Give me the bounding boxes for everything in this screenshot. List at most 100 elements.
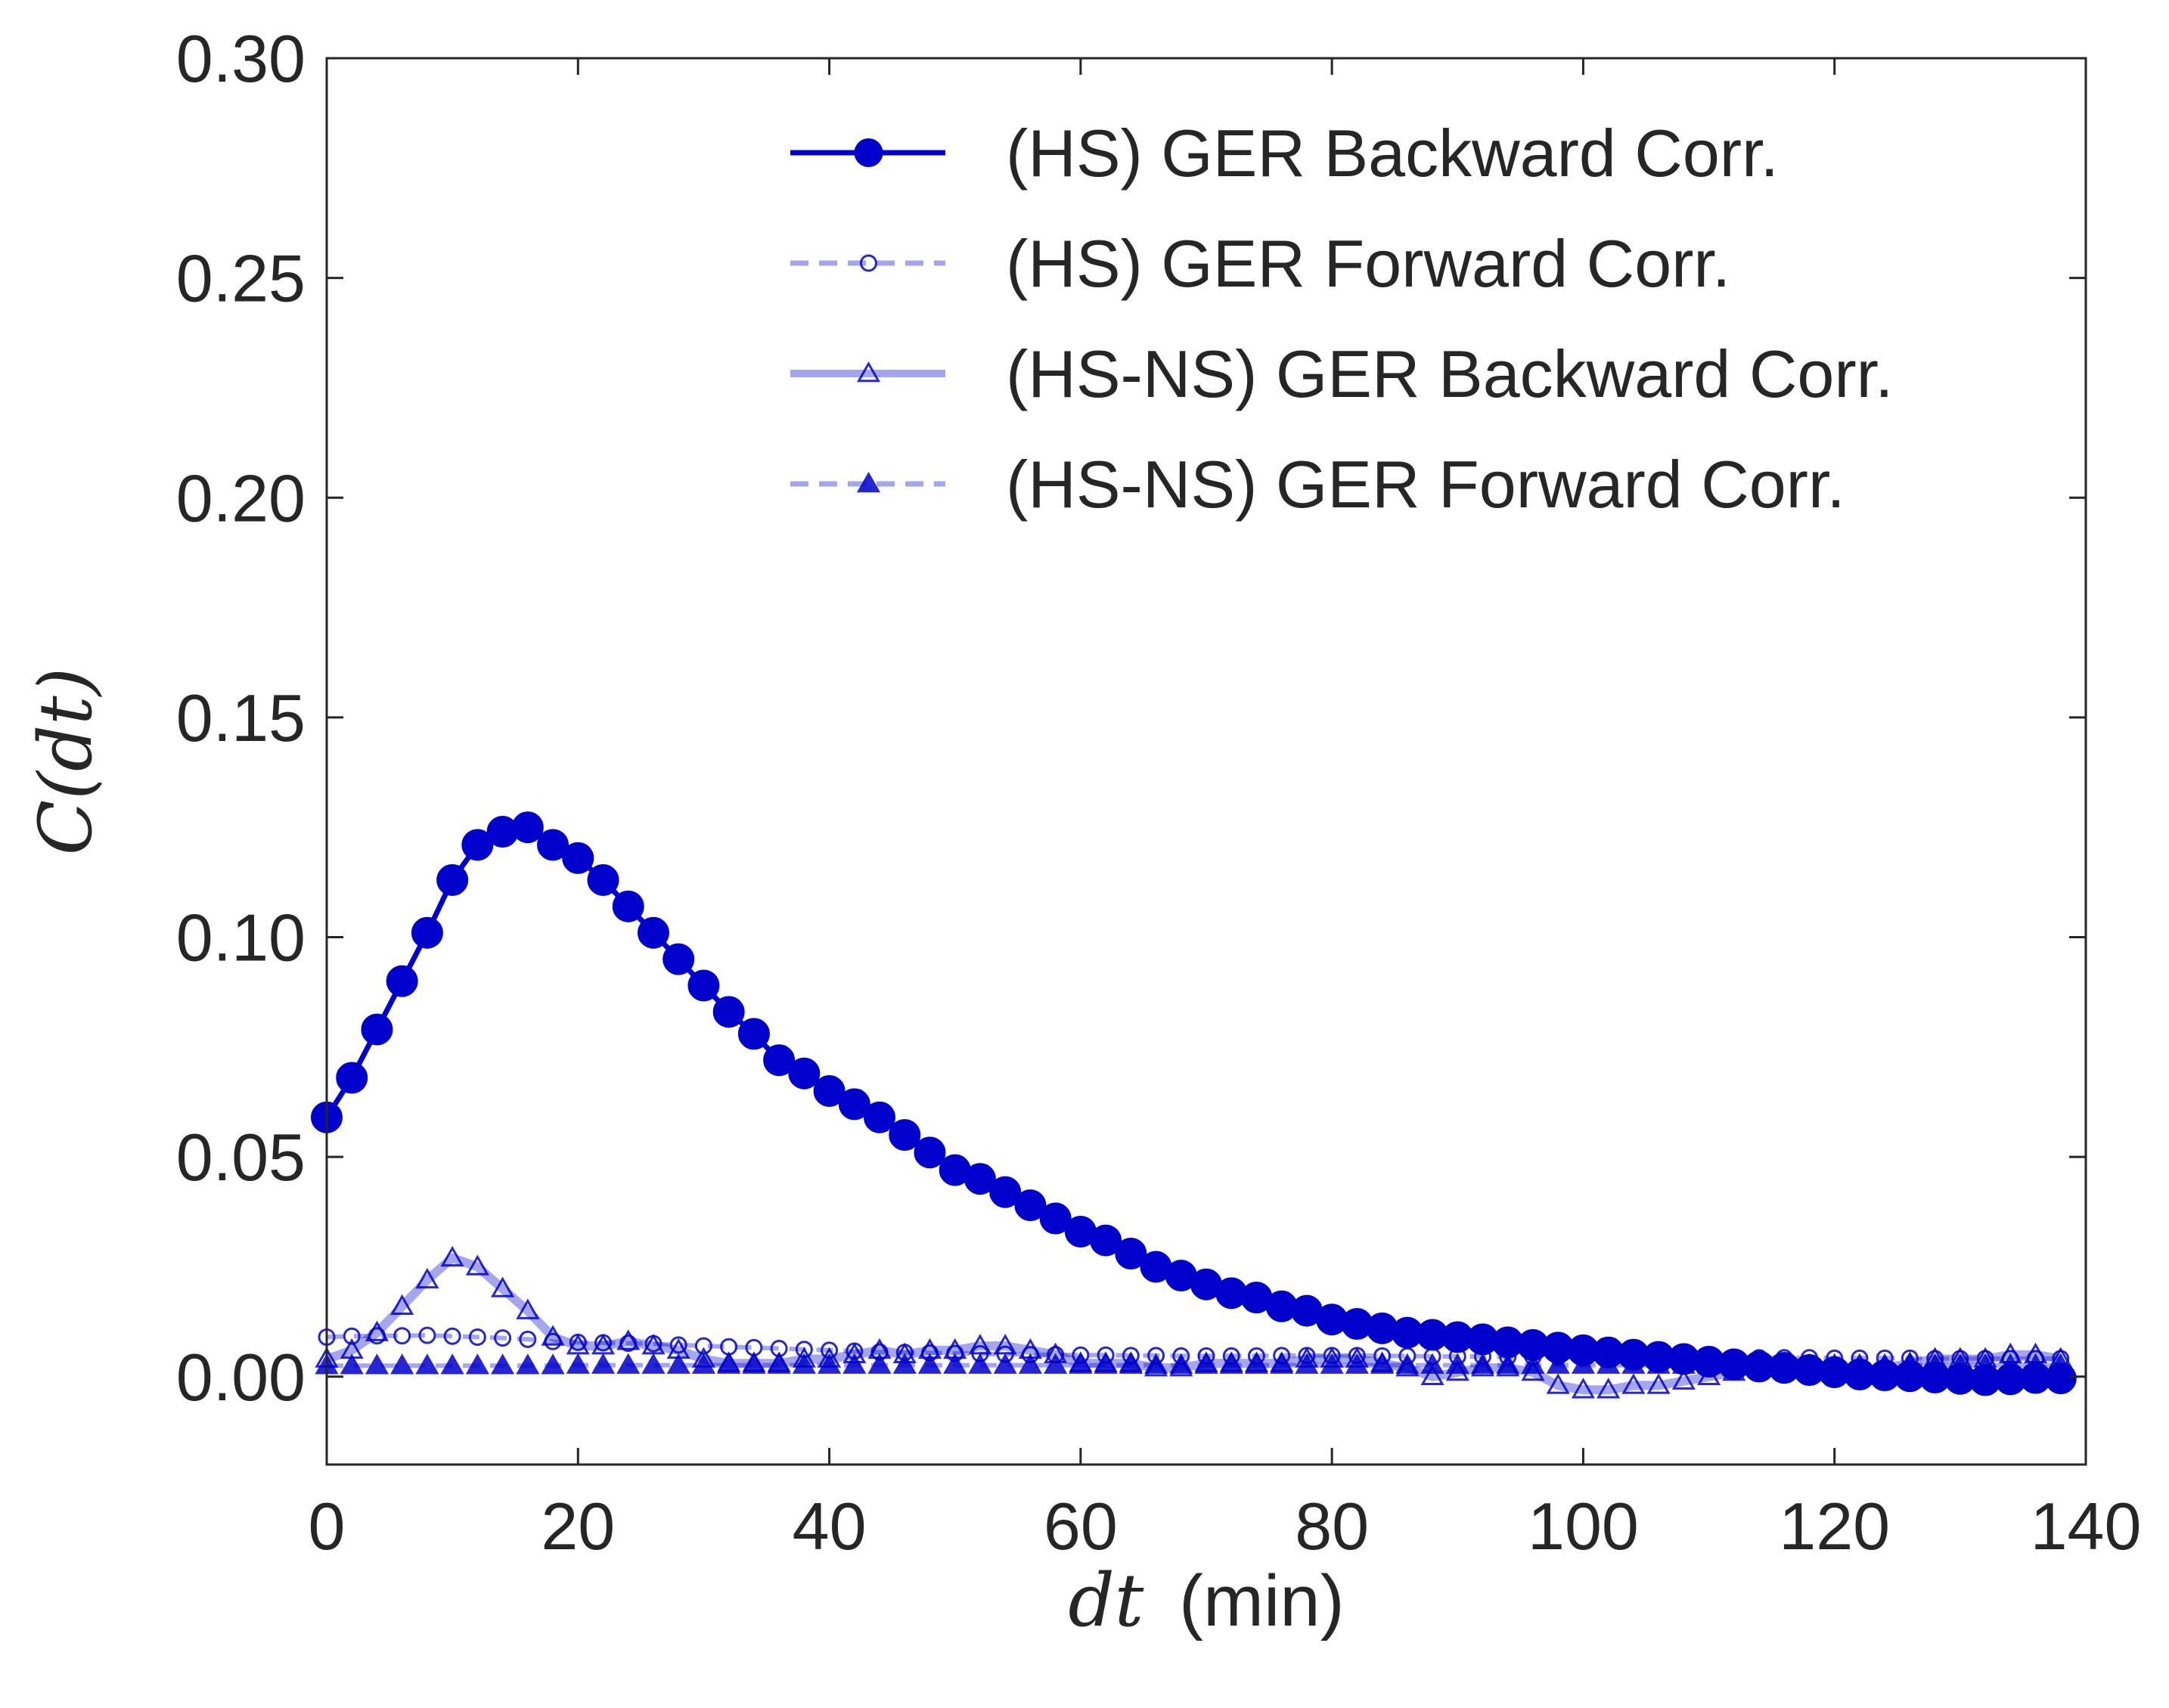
data-point-shape (566, 1353, 590, 1374)
data-point (842, 1353, 867, 1374)
data-point (669, 1336, 687, 1354)
data-point-shape (770, 1340, 788, 1358)
data-point-shape (1345, 1347, 1369, 1368)
data-point (694, 1337, 712, 1355)
data-point-shape (989, 1176, 1022, 1208)
data-point-shape (566, 1334, 590, 1355)
data-point (864, 1101, 896, 1133)
y-tick-label: 0.05 (176, 1120, 306, 1195)
data-point (343, 1327, 361, 1345)
data-point-shape (1090, 1224, 1122, 1257)
data-point (892, 1353, 917, 1374)
data-point (2044, 1362, 2077, 1395)
data-point (946, 1344, 964, 1362)
legend-label: (HS) GER Backward Corr. (1006, 116, 1779, 191)
data-point-shape (1097, 1346, 1115, 1364)
data-point (1395, 1356, 1420, 1377)
legend-entry: (HS) GER Backward Corr. (790, 116, 1779, 191)
data-point (591, 1334, 616, 1355)
axis-ticks: 0 20 40 60 80 100 120 140 0.00 0.05 0.10 0.15 0.20 0.… (176, 21, 2142, 1564)
data-point-shape (1373, 1347, 1392, 1365)
data-point (436, 863, 469, 896)
data-point-shape (889, 1119, 921, 1152)
data-point-shape (619, 1334, 638, 1353)
data-point (516, 1353, 540, 1375)
legend-label: (HS-NS) GER Forward Corr. (1006, 447, 1845, 522)
data-point (390, 1294, 414, 1315)
data-point-shape (1072, 1346, 1090, 1364)
data-point (612, 890, 644, 922)
data-point (619, 1334, 638, 1353)
legend-label: (HS-NS) GER Backward Corr. (1006, 336, 1894, 411)
data-point-shape (361, 1013, 393, 1046)
data-point (1122, 1347, 1140, 1365)
data-point-shape (616, 1353, 641, 1374)
data-point (821, 1341, 839, 1359)
data-point (1090, 1224, 1122, 1257)
data-point-shape (717, 1351, 741, 1372)
data-point (1047, 1346, 1065, 1364)
data-point-shape (712, 996, 745, 1028)
legend-swatch-marker-shape (854, 138, 883, 167)
x-tick-label: 80 (1295, 1489, 1369, 1564)
data-point (1039, 1202, 1072, 1235)
data-point-shape (340, 1353, 364, 1375)
data-point-shape (662, 943, 695, 975)
data-point (914, 1136, 946, 1169)
data-point (1496, 1356, 1520, 1377)
data-point (666, 1353, 690, 1374)
data-point-shape (821, 1341, 839, 1359)
data-point (813, 1074, 846, 1107)
legend-swatch-marker (856, 471, 881, 493)
data-point (1596, 1378, 1621, 1399)
y-tick-label: 0.00 (176, 1340, 306, 1415)
data-point (917, 1353, 942, 1374)
data-point (569, 1333, 587, 1351)
data-point-shape (767, 1351, 791, 1372)
data-point (443, 1327, 461, 1345)
data-point (1320, 1347, 1344, 1368)
data-point (440, 1245, 464, 1267)
data-point (641, 1353, 666, 1374)
data-point-shape (1047, 1346, 1065, 1364)
data-point (943, 1353, 967, 1374)
data-point (1420, 1364, 1444, 1385)
data-point-shape (1621, 1373, 1646, 1394)
data-point (491, 1276, 515, 1297)
data-point (465, 1353, 489, 1375)
legend-entry: (HS) GER Forward Corr. (790, 226, 1730, 301)
data-point-shape (1044, 1353, 1068, 1374)
data-point (491, 1353, 515, 1375)
legend-swatch-marker-shape (856, 361, 881, 383)
data-point-shape (817, 1353, 842, 1374)
data-point (644, 1334, 662, 1353)
data-point-shape (792, 1353, 816, 1374)
data-point (666, 1338, 690, 1359)
data-point-shape (637, 916, 669, 949)
data-point-shape (418, 1326, 436, 1344)
data-point (566, 1334, 590, 1355)
data-point (1169, 1356, 1193, 1377)
data-point (541, 1353, 565, 1375)
data-point (1571, 1378, 1596, 1399)
data-point (1521, 1359, 1545, 1381)
data-point (440, 1353, 464, 1375)
data-point (516, 1298, 540, 1319)
data-point-shape (892, 1342, 917, 1363)
data-point-shape (737, 1018, 770, 1050)
data-point-shape (562, 842, 594, 874)
data-point-shape (1147, 1347, 1165, 1365)
data-point (717, 1351, 741, 1372)
data-point-shape (1039, 1202, 1072, 1235)
data-point (544, 1332, 562, 1350)
data-point-shape (1348, 1347, 1366, 1365)
data-point-shape (996, 1345, 1014, 1363)
data-point-shape (864, 1101, 896, 1133)
data-point (895, 1344, 914, 1362)
data-point-shape (443, 1327, 461, 1345)
data-point (1348, 1347, 1366, 1365)
data-point-shape (968, 1334, 992, 1355)
data-point-shape (591, 1353, 616, 1374)
data-point-shape (1445, 1359, 1469, 1381)
data-point-shape (1122, 1347, 1140, 1365)
